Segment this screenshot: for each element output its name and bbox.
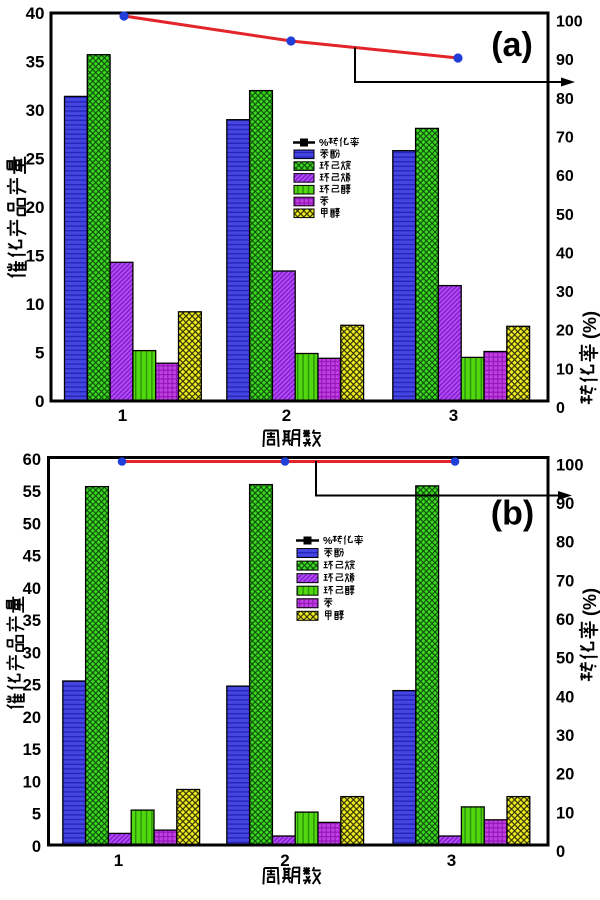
svg-text:20: 20 <box>556 766 574 784</box>
svg-text:0: 0 <box>556 843 565 861</box>
svg-text:55: 55 <box>23 483 41 501</box>
svg-text:0: 0 <box>32 838 41 856</box>
svg-text:5: 5 <box>32 806 41 824</box>
svg-text:40: 40 <box>23 580 41 598</box>
svg-text:(%): (%) <box>580 588 600 616</box>
svg-text:40: 40 <box>556 245 574 262</box>
svg-text:80: 80 <box>556 534 574 552</box>
svg-text:80: 80 <box>556 91 574 108</box>
svg-text:70: 70 <box>556 572 574 590</box>
svg-text:70: 70 <box>556 129 574 146</box>
svg-text:15: 15 <box>23 741 41 759</box>
svg-text:30: 30 <box>556 727 574 745</box>
svg-text:10: 10 <box>26 295 45 314</box>
svg-text:100: 100 <box>556 14 583 31</box>
svg-text:90: 90 <box>556 495 574 513</box>
svg-text:40: 40 <box>556 688 574 706</box>
svg-text:2: 2 <box>280 851 289 870</box>
svg-text:1: 1 <box>114 851 123 870</box>
svg-text:50: 50 <box>556 650 574 668</box>
svg-text:25: 25 <box>26 150 45 169</box>
svg-text:20: 20 <box>23 709 41 727</box>
svg-text:2: 2 <box>282 406 291 425</box>
svg-text:15: 15 <box>26 247 45 266</box>
svg-text:60: 60 <box>23 451 41 469</box>
svg-text:100: 100 <box>556 456 584 474</box>
svg-text:20: 20 <box>26 198 45 217</box>
svg-text:10: 10 <box>556 361 574 378</box>
svg-text:60: 60 <box>556 611 574 629</box>
svg-text:(b): (b) <box>491 495 534 533</box>
svg-text:3: 3 <box>449 406 458 425</box>
svg-text:90: 90 <box>556 52 574 69</box>
svg-text:45: 45 <box>23 548 41 566</box>
svg-text:3: 3 <box>447 851 456 870</box>
svg-text:%: % <box>323 535 333 547</box>
svg-text:1: 1 <box>118 406 127 425</box>
svg-text:50: 50 <box>23 515 41 533</box>
svg-text:20: 20 <box>556 323 574 340</box>
svg-text:%: % <box>319 137 329 149</box>
svg-text:30: 30 <box>556 284 574 301</box>
svg-text:50: 50 <box>556 207 574 224</box>
svg-text:30: 30 <box>23 644 41 662</box>
svg-text:5: 5 <box>35 344 44 363</box>
svg-text:(%): (%) <box>580 311 600 339</box>
svg-text:10: 10 <box>23 773 41 791</box>
svg-text:(a): (a) <box>491 26 533 64</box>
svg-text:60: 60 <box>556 168 574 185</box>
svg-text:35: 35 <box>26 53 45 72</box>
svg-text:10: 10 <box>556 804 574 822</box>
svg-text:40: 40 <box>26 4 45 23</box>
svg-text:0: 0 <box>556 400 565 417</box>
svg-text:25: 25 <box>23 677 41 695</box>
svg-text:30: 30 <box>26 101 45 120</box>
svg-text:0: 0 <box>35 392 44 411</box>
svg-text:35: 35 <box>23 612 41 630</box>
